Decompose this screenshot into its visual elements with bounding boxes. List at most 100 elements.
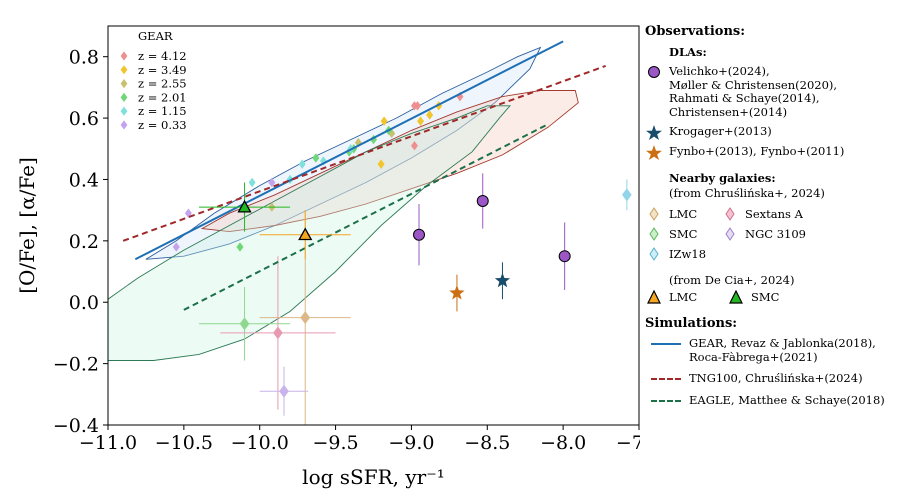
y-tick-label-1: −0.2 — [53, 354, 99, 376]
plot-area — [108, 40, 632, 425]
nearby-point-4-marker — [622, 188, 632, 202]
legend-dla-label: Velichko+(2024), Møller & Christensen(20… — [669, 64, 838, 119]
sim-line-1 — [122, 64, 606, 242]
legend-nearby-izw18: IZw18 — [645, 247, 721, 261]
legend-sim-tng-line — [651, 378, 681, 380]
x-tick-label-1: −10.5 — [155, 432, 213, 454]
gear-legend-marker-5 — [120, 120, 128, 130]
legend-decia-entries: LMC SMC — [645, 289, 900, 304]
gear-legend-marker-1 — [120, 65, 128, 75]
gear-point-15 — [312, 153, 320, 163]
legend-nearby-ngc3109: NGC 3109 — [721, 227, 831, 241]
lilac-diamond-marker-icon — [721, 227, 745, 241]
gear-legend-marker-2 — [120, 79, 128, 89]
contour-2 — [108, 105, 511, 361]
legend-nearby-sextans-label: Sextans A — [745, 207, 803, 221]
legend-sim-tng: TNG100, Chruślińska+(2024) — [645, 371, 900, 386]
legend-decia-note: (from De Cia+, 2024) — [669, 273, 795, 287]
legend-nearby-note: (from Chruślińska+, 2024) — [669, 186, 825, 200]
tan-diamond-marker-icon — [645, 207, 669, 221]
gear-legend-label-4: z = 1.15 — [138, 104, 187, 118]
plot-frame — [107, 25, 640, 426]
contour-1 — [200, 90, 579, 233]
dla-point-0-marker — [413, 228, 426, 241]
gear-point-1 — [413, 101, 421, 111]
x-tick-label-6: −8.0 — [540, 432, 586, 454]
krogager-point-0-marker — [494, 272, 511, 288]
pink-diamond-marker-icon — [721, 207, 745, 221]
legend-sim-eagle: EAGLE, Matthee & Schaye(2018) — [645, 392, 900, 408]
gear-point-8 — [377, 159, 385, 169]
legend-decia-lmc-label: LMC — [669, 290, 698, 304]
gear-point-6 — [380, 116, 388, 126]
orange-triangle-marker-icon — [645, 289, 669, 304]
legend-nearby-izw18-label: IZw18 — [669, 247, 707, 261]
legend-nearby-lmc-label: LMC — [669, 207, 698, 221]
gear-legend-marker-3 — [120, 92, 128, 102]
x-tick-label-0: −11.0 — [79, 432, 137, 454]
legend-sim-gear-label: GEAR, Revaz & Jablonka(2018), Roca-Fàbre… — [689, 336, 876, 364]
legend-nearby-sextans: Sextans A — [721, 207, 831, 221]
nearby-point-2-marker — [273, 326, 283, 340]
legend-sim-eagle-label: EAGLE, Matthee & Schaye(2018) — [689, 392, 885, 407]
gear-point-5 — [426, 110, 434, 120]
green-triangle-marker-icon — [727, 289, 751, 304]
y-tick-label-3: 0.2 — [69, 231, 99, 253]
dla-point-2-marker — [558, 250, 571, 263]
gear-point-21 — [248, 177, 256, 188]
legend-nearby-smc-label: SMC — [669, 227, 698, 241]
decia-point-0-marker — [298, 227, 313, 241]
gear-legend-label-2: z = 2.55 — [138, 77, 187, 91]
gear-legend-title: GEAR — [138, 29, 173, 43]
gear-legend-marker-4 — [120, 106, 128, 116]
y-tick-label-2: 0.0 — [69, 292, 99, 314]
dla-point-1-marker — [476, 194, 489, 207]
x-tick-label-5: −8.5 — [464, 432, 510, 454]
legend-nearby-grid: LMC Sextans A SMC NGC 3109 IZw18 — [645, 207, 900, 261]
legend-nearby-smc: SMC — [645, 227, 721, 241]
gear-legend-label-5: z = 0.33 — [138, 118, 187, 132]
gear-point-7 — [417, 116, 425, 126]
gear-point-3 — [410, 140, 418, 151]
legend-observations-title: Observations: — [645, 24, 746, 39]
legend-sim-gear: GEAR, Revaz & Jablonka(2018), Roca-Fàbre… — [645, 336, 900, 364]
gear-point-24 — [268, 177, 276, 188]
legend: Observations: DLAs: Velichko+(2024), Møl… — [645, 24, 900, 415]
legend-sim-tng-label: TNG100, Chruślińska+(2024) — [689, 371, 863, 385]
gear-legend-label-0: z = 4.12 — [138, 49, 187, 63]
gear-legend-marker-0 — [120, 51, 128, 61]
legend-krogager-label: Krogager+(2013) — [669, 124, 772, 138]
legend-fynbo-label: Fynbo+(2013), Fynbo+(2011) — [669, 144, 845, 158]
purple-circle-marker-icon — [645, 65, 669, 79]
y-tick-label-4: 0.4 — [69, 169, 99, 191]
gear-legend-label-1: z = 3.49 — [138, 63, 187, 77]
legend-dlas-title: DLAs: — [669, 45, 707, 59]
y-axis-label: [O/Fe], [α/Fe] — [15, 157, 39, 294]
y-tick-label-0: −0.4 — [53, 415, 99, 437]
x-tick-label-2: −10.0 — [231, 432, 289, 454]
legend-decia-smc-label: SMC — [751, 290, 780, 304]
gear-point-19 — [298, 159, 306, 169]
x-tick-label-4: −9.0 — [388, 432, 434, 454]
legend-simulations-title: Simulations: — [645, 316, 738, 331]
legend-dla-entry: Velichko+(2024), Møller & Christensen(20… — [645, 64, 900, 119]
legend-sim-gear-line — [651, 343, 681, 345]
fynbo-point-0-marker — [449, 285, 465, 300]
decia-point-1-marker — [237, 199, 252, 213]
legend-fynbo-entry: Fynbo+(2013), Fynbo+(2011) — [645, 144, 900, 160]
blue-star-marker-icon — [645, 125, 669, 140]
legend-sim-eagle-line — [651, 399, 681, 402]
orange-star-marker-icon — [645, 145, 669, 160]
nearby-point-3-marker — [279, 384, 289, 398]
x-tick-label-3: −9.5 — [313, 432, 359, 454]
scatter-chart: −11.0 −10.5 −10.0 −9.5 −9.0 −8.5 −8.0 −7.5 −0.4 −… — [15, 25, 640, 489]
sim-line-2 — [183, 123, 549, 311]
green-diamond-marker-icon — [645, 227, 669, 241]
y-tick-label-5: 0.6 — [69, 108, 99, 130]
y-tick-label-6: 0.8 — [69, 47, 99, 69]
gear-point-17 — [236, 242, 244, 252]
gear-legend-label-3: z = 2.01 — [138, 90, 187, 104]
legend-nearby-ngc3109-label: NGC 3109 — [745, 227, 806, 241]
x-axis-label: log sSFR, yr⁻¹ — [302, 465, 445, 489]
